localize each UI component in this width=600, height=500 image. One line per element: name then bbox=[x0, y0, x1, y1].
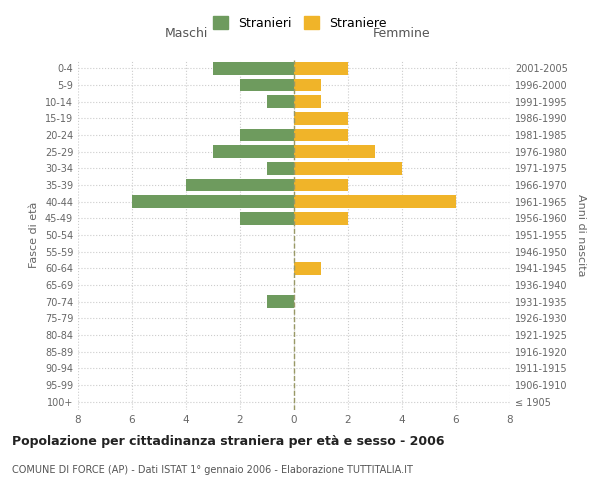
Bar bbox=[132, 196, 294, 208]
Bar bbox=[240, 129, 294, 141]
Text: Maschi: Maschi bbox=[164, 27, 208, 40]
Y-axis label: Fasce di età: Fasce di età bbox=[29, 202, 39, 268]
Text: Popolazione per cittadinanza straniera per età e sesso - 2006: Popolazione per cittadinanza straniera p… bbox=[12, 435, 445, 448]
Bar bbox=[267, 96, 294, 108]
Bar bbox=[213, 62, 294, 74]
Legend: Stranieri, Straniere: Stranieri, Straniere bbox=[208, 11, 392, 35]
Bar bbox=[240, 212, 294, 224]
Text: Femmine: Femmine bbox=[373, 27, 431, 40]
Bar bbox=[213, 146, 294, 158]
Bar bbox=[294, 129, 348, 141]
Bar bbox=[294, 146, 375, 158]
Bar bbox=[294, 79, 321, 92]
Bar bbox=[186, 179, 294, 192]
Bar bbox=[240, 79, 294, 92]
Bar bbox=[294, 196, 456, 208]
Bar bbox=[294, 62, 348, 74]
Bar bbox=[267, 162, 294, 174]
Bar bbox=[294, 212, 348, 224]
Bar bbox=[267, 296, 294, 308]
Bar bbox=[294, 96, 321, 108]
Bar bbox=[294, 162, 402, 174]
Bar bbox=[294, 112, 348, 124]
Text: COMUNE DI FORCE (AP) - Dati ISTAT 1° gennaio 2006 - Elaborazione TUTTITALIA.IT: COMUNE DI FORCE (AP) - Dati ISTAT 1° gen… bbox=[12, 465, 413, 475]
Bar bbox=[294, 179, 348, 192]
Y-axis label: Anni di nascita: Anni di nascita bbox=[576, 194, 586, 276]
Bar bbox=[294, 262, 321, 274]
